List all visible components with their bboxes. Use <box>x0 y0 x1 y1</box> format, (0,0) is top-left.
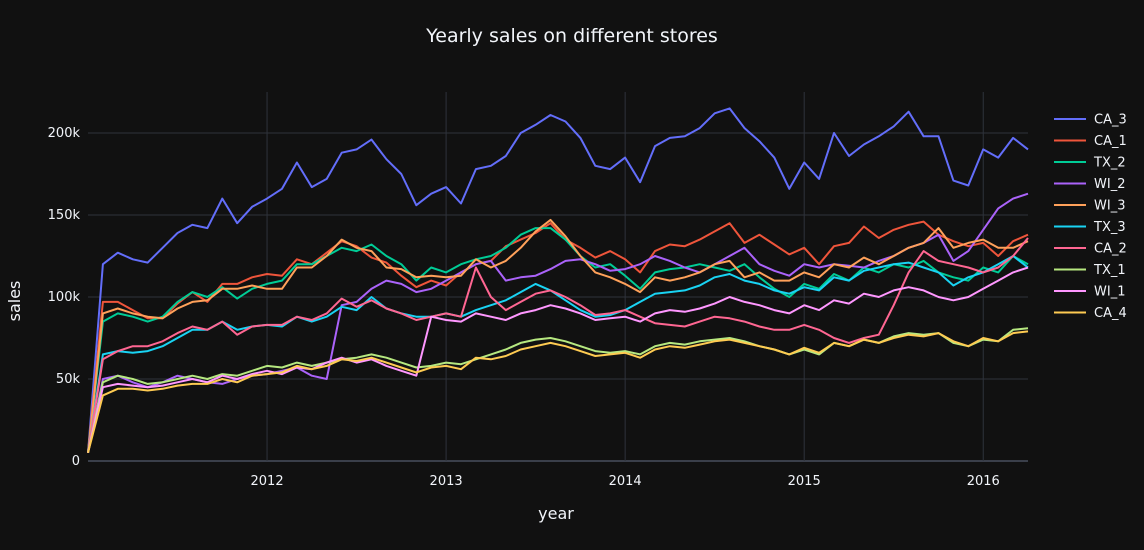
legend-item-ca-3[interactable]: CA_3 <box>1054 113 1127 128</box>
x-axis-title: year <box>538 504 574 523</box>
legend-label: TX_2 <box>1093 156 1126 171</box>
x-axis-ticks: 2012 2013 2014 2015 2016 <box>251 474 1000 489</box>
legend-label: CA_3 <box>1094 113 1127 128</box>
chart-title: Yearly sales on different stores <box>425 25 718 47</box>
legend[interactable]: CA_3 CA_1 TX_2 WI_2 WI_3 TX_3 CA_2 TX_1 WI_1 CA_4 <box>1054 113 1127 322</box>
series-line-wi-3 <box>87 218 1029 453</box>
legend-item-ca-1[interactable]: CA_1 <box>1054 134 1127 149</box>
y-tick-label: 50k <box>56 372 81 387</box>
series-line-ca-1 <box>87 220 1029 453</box>
y-tick-label: 150k <box>48 208 81 223</box>
series-line-wi-1 <box>87 266 1029 454</box>
y-tick-label: 0 <box>72 454 80 469</box>
x-tick-label: 2012 <box>251 474 284 489</box>
legend-label: WI_1 <box>1094 285 1125 300</box>
x-tick-label: 2016 <box>967 474 1000 489</box>
legend-label: CA_2 <box>1094 242 1127 257</box>
legend-item-wi-2[interactable]: WI_2 <box>1054 177 1125 192</box>
legend-label: CA_4 <box>1094 306 1127 321</box>
legend-item-wi-1[interactable]: WI_1 <box>1054 285 1125 300</box>
x-tick-label: 2013 <box>430 474 463 489</box>
legend-item-tx-3[interactable]: TX_3 <box>1054 220 1126 235</box>
legend-item-ca-2[interactable]: CA_2 <box>1054 242 1127 257</box>
legend-label: WI_3 <box>1094 199 1125 214</box>
series-lines <box>87 107 1029 454</box>
legend-label: WI_2 <box>1094 177 1125 192</box>
series-line-ca-2 <box>87 237 1029 453</box>
y-tick-label: 100k <box>48 290 81 305</box>
x-tick-label: 2015 <box>788 474 821 489</box>
legend-item-ca-4[interactable]: CA_4 <box>1054 306 1127 321</box>
x-tick-label: 2014 <box>609 474 642 489</box>
legend-item-wi-3[interactable]: WI_3 <box>1054 199 1125 214</box>
series-line-ca-4 <box>87 330 1029 454</box>
legend-label: TX_3 <box>1093 220 1126 235</box>
legend-item-tx-1[interactable]: TX_1 <box>1054 263 1126 278</box>
y-axis-title: sales <box>5 281 24 322</box>
series-line-ca-3 <box>87 107 1029 453</box>
series-line-tx-3 <box>87 255 1029 453</box>
legend-item-tx-2[interactable]: TX_2 <box>1054 156 1126 171</box>
y-tick-label: 200k <box>48 126 81 141</box>
legend-label: TX_1 <box>1093 263 1126 278</box>
legend-label: CA_1 <box>1094 134 1127 149</box>
y-axis-ticks: 0 50k 100k 150k 200k <box>48 126 81 469</box>
